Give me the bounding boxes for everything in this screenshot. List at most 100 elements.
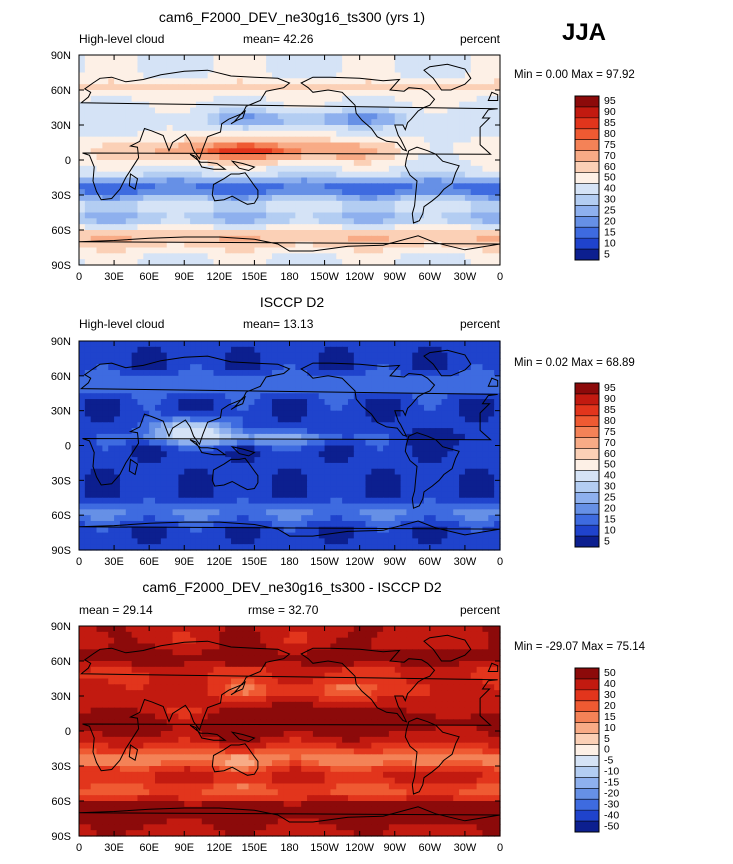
field-cell: [330, 341, 337, 348]
field-cell: [423, 387, 431, 394]
field-cell: [318, 451, 326, 458]
field-cell: [336, 480, 343, 487]
field-cell: [453, 113, 460, 120]
field-cell: [453, 515, 460, 522]
field-cell: [125, 125, 133, 132]
field-cell: [459, 165, 466, 173]
field-cell: [277, 381, 285, 389]
field-cell: [195, 375, 203, 383]
field-cell: [470, 148, 478, 155]
field-cell: [307, 241, 314, 249]
field-cell: [114, 445, 121, 452]
field-cell: [318, 218, 326, 225]
field-cell: [195, 107, 203, 114]
field-cell: [207, 457, 215, 464]
field-cell: [453, 235, 460, 243]
field-cell: [90, 142, 98, 149]
field-cell: [84, 410, 92, 418]
field-cell: [453, 451, 460, 458]
field-cell: [225, 404, 232, 412]
field-cell: [324, 253, 332, 260]
field-cell: [318, 60, 326, 68]
field-cell: [441, 358, 448, 365]
field-cell: [289, 462, 296, 470]
field-cell: [377, 375, 384, 383]
field-cell: [79, 474, 86, 481]
field-cell: [494, 399, 501, 406]
field-cell: [470, 119, 478, 126]
field-cell: [254, 60, 261, 68]
field-cell: [79, 119, 86, 126]
field-cell: [160, 497, 168, 505]
field-cell: [271, 90, 279, 97]
field-cell: [447, 195, 454, 202]
field-cell: [231, 148, 238, 155]
field-cell: [266, 125, 273, 132]
field-cell: [96, 341, 103, 348]
field-cell: [283, 352, 291, 360]
field-cell: [307, 95, 314, 103]
field-cell: [318, 497, 326, 505]
field-cell: [266, 509, 273, 516]
field-cell: [195, 218, 203, 225]
field-cell: [143, 480, 150, 487]
field-cell: [160, 189, 168, 196]
field-cell: [231, 451, 238, 458]
field-cell: [172, 259, 180, 266]
field-cell: [119, 78, 127, 85]
field-cell: [476, 119, 484, 126]
field-cell: [277, 445, 285, 452]
field-cell: [459, 399, 466, 406]
field-cell: [236, 515, 244, 522]
field-cell: [289, 387, 296, 394]
field-cell: [342, 154, 349, 161]
field-cell: [277, 416, 285, 423]
field-cell: [114, 78, 121, 85]
field-cell: [84, 433, 92, 441]
field-cell: [359, 224, 367, 231]
field-cell: [441, 171, 448, 179]
field-cell: [155, 154, 162, 161]
field-cell: [435, 410, 443, 418]
field-cell: [248, 72, 256, 79]
field-cell: [377, 55, 384, 62]
field-cell: [155, 142, 162, 149]
field-cell: [108, 206, 115, 214]
field-cell: [342, 428, 349, 435]
field-cell: [447, 451, 454, 458]
field-cell: [295, 486, 302, 493]
field-cell: [102, 125, 109, 132]
field-cell: [371, 416, 378, 423]
field-cell: [172, 125, 180, 132]
field-cell: [184, 119, 191, 126]
field-cell: [312, 503, 320, 510]
field-cell: [295, 433, 302, 441]
field-cell: [155, 346, 162, 354]
field-cell: [353, 364, 361, 371]
field-cell: [90, 101, 98, 109]
field-cell: [96, 433, 103, 441]
field-cell: [178, 416, 185, 423]
field-cell: [149, 520, 156, 528]
field-cell: [441, 101, 448, 109]
field-cell: [143, 218, 150, 225]
field-cell: [307, 183, 314, 190]
field-cell: [400, 235, 408, 243]
field-cell: [178, 95, 185, 103]
field-cell: [318, 119, 326, 126]
field-cell: [312, 433, 320, 441]
field-cell: [172, 200, 180, 208]
field-cell: [336, 160, 343, 167]
field-cell: [131, 404, 139, 412]
field-cell: [359, 364, 367, 371]
field-cell: [482, 341, 489, 348]
field-cell: [254, 154, 261, 161]
field-cell: [172, 341, 180, 348]
field-cell: [84, 230, 92, 237]
field-cell: [464, 125, 472, 132]
field-cell: [172, 433, 180, 441]
field-cell: [476, 66, 484, 74]
field-cell: [213, 399, 220, 406]
field-cell: [295, 230, 302, 237]
field-cell: [447, 235, 454, 243]
